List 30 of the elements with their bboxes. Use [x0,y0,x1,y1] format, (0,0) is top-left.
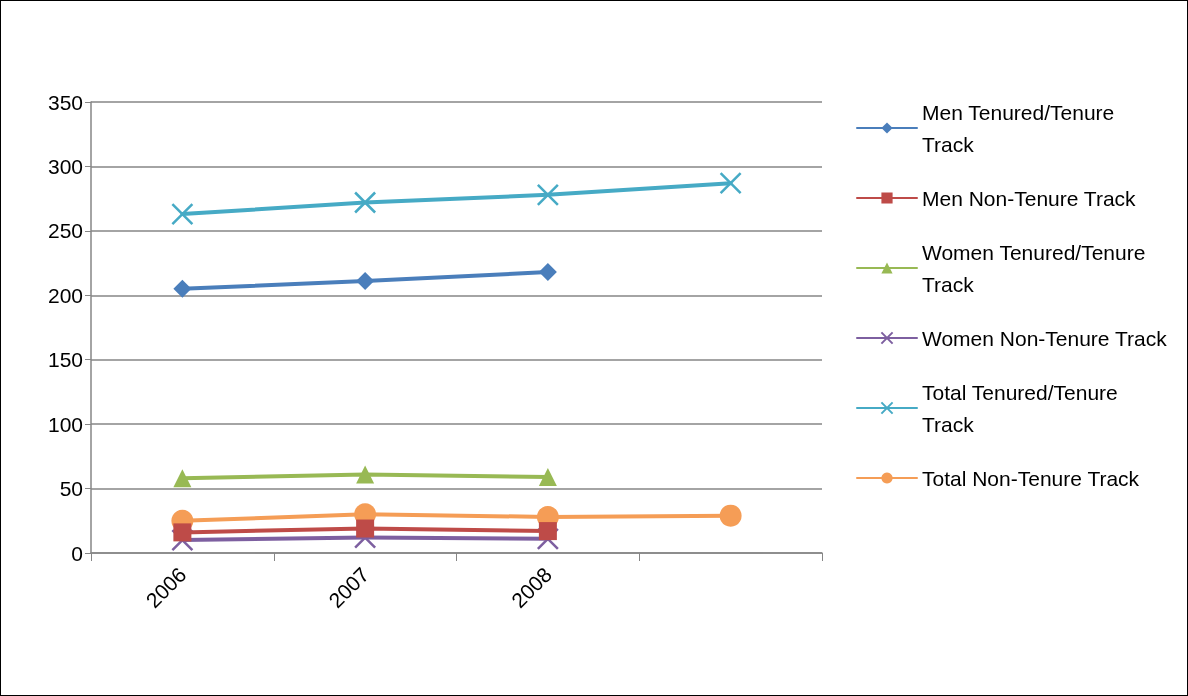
point [356,465,375,484]
legend-label: Women Non-Tenure Track [922,326,1168,350]
point [536,527,560,551]
y-tick-label: 250 [47,219,83,243]
point [173,279,192,298]
point [171,202,194,226]
y-tick-label: 300 [47,154,83,178]
point [171,528,194,552]
point [173,469,192,488]
point [538,467,557,486]
legend-label: Total Tenured/Tenure Track [922,380,1124,436]
point [356,519,375,538]
point [353,191,377,214]
y-tick-label: 100 [47,412,83,436]
point [538,522,557,541]
legend-label: Total Non-Tenure Track [922,466,1140,490]
y-tick-label: 0 [71,541,83,565]
y-tick-label: 150 [47,348,83,372]
y-tick-label: 350 [47,90,83,114]
point [173,523,192,542]
legend-label: Men Non-Tenure Track [922,186,1137,210]
point [356,272,375,291]
legend-label: Men Tenured/Tenure Track [922,100,1121,156]
point [719,504,742,527]
point [719,171,742,195]
y-tick-label: 50 [59,477,83,501]
legend-label: Women Tenured/Tenure Track [922,240,1152,296]
point [536,183,560,207]
y-tick-label: 200 [47,283,83,307]
point [538,263,557,282]
